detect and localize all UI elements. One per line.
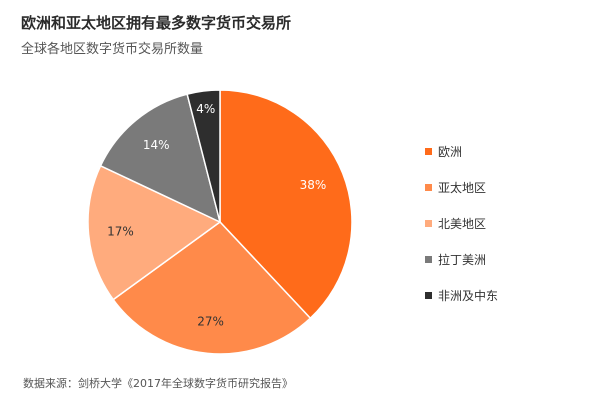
legend-item-asia-pacific: 亚太地区	[425, 179, 498, 196]
legend-label-africa-middle-east: 非洲及中东	[438, 289, 499, 303]
legend-item-africa-middle-east: 非洲及中东	[425, 287, 498, 304]
pie-slices	[87, 89, 353, 355]
chart-legend: 欧洲亚太地区北美地区拉丁美洲非洲及中东	[425, 143, 498, 323]
legend-swatch-asia-pacific	[425, 184, 432, 191]
legend-label-asia-pacific: 亚太地区	[438, 181, 487, 195]
pie-value-labels: 38% 27% 17% 14% 4%	[107, 102, 326, 329]
legend-swatch-latin-america	[425, 256, 432, 263]
pie-slice-north-america	[87, 165, 221, 301]
slice-value-label-latin-america: 14%	[143, 138, 170, 152]
slice-value-label-europe: 38%	[300, 178, 327, 192]
legend-item-north-america: 北美地区	[425, 215, 498, 232]
chart-subtitle: 全球各地区数字货币交易所数量	[21, 42, 204, 57]
pie-slice-asia-pacific	[112, 221, 312, 355]
slice-value-label-africa-middle-east: 4%	[196, 102, 215, 116]
legend-swatch-europe	[425, 148, 432, 155]
slice-value-label-asia-pacific: 27%	[197, 315, 224, 329]
source-note: 数据来源：剑桥大学《2017年全球数字货币研究报告》	[23, 377, 293, 390]
legend-label-latin-america: 拉丁美洲	[438, 253, 487, 267]
legend-label-north-america: 北美地区	[438, 217, 487, 231]
pie-slice-europe	[219, 89, 353, 319]
pie-slice-latin-america	[99, 93, 221, 223]
legend-swatch-africa-middle-east	[425, 292, 432, 299]
slice-value-label-north-america: 17%	[107, 224, 134, 238]
legend-item-europe: 欧洲	[425, 143, 498, 160]
pie-slice-africa-middle-east	[186, 89, 221, 223]
legend-label-europe: 欧洲	[438, 145, 463, 159]
legend-swatch-north-america	[425, 220, 432, 227]
chart-title: 欧洲和亚太地区拥有最多数字货币交易所	[21, 14, 292, 32]
legend-item-latin-america: 拉丁美洲	[425, 251, 498, 268]
